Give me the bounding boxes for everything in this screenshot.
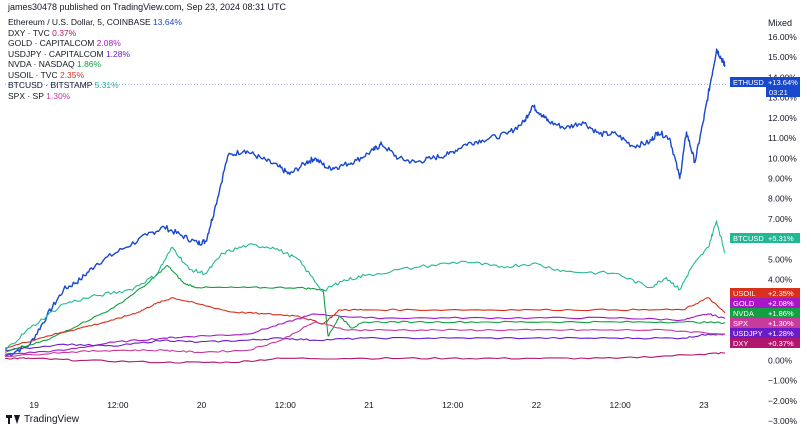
- price-tag-spx: SPX +1.30%: [730, 318, 800, 328]
- y-tick-label: 8.00%: [768, 194, 793, 204]
- price-tag-symbol: GOLD: [733, 299, 755, 308]
- series-line-usdjpy: [5, 333, 726, 351]
- series-line-nvda: [4, 264, 726, 353]
- y-tick-label: 9.00%: [768, 173, 793, 183]
- y-tick-label: 11.00%: [768, 133, 797, 143]
- legend: Ethereum / U.S. Dollar, 5, COINBASE 13.6…: [8, 17, 182, 101]
- y-tick-label: −3.00%: [768, 416, 798, 426]
- price-tag-symbol: USOIL: [733, 289, 756, 298]
- price-tag-symbol: BTCUSD: [733, 234, 764, 243]
- x-axis: 19 12:00 20 12:00 21 12:00 22 12:00 23: [29, 400, 708, 410]
- price-tag-symbol: SPX: [733, 319, 748, 328]
- legend-item-ethusd[interactable]: Ethereum / U.S. Dollar, 5, COINBASE 13.6…: [8, 17, 182, 28]
- series-line-btcusd: [4, 220, 726, 351]
- legend-symbol: BTCUSD · BITSTAMP: [8, 80, 93, 90]
- price-tag-usdjpy: USDJPY +1.28%: [730, 328, 800, 338]
- legend-symbol: GOLD · CAPITALCOM: [8, 38, 95, 48]
- x-tick-label: 12:00: [610, 400, 632, 410]
- legend-symbol: USDJPY · CAPITALCOM: [8, 48, 104, 59]
- series-line-ethusd: [4, 48, 726, 357]
- price-tag-value: +5.31%: [768, 234, 794, 243]
- legend-value: 1.28%: [105, 48, 131, 59]
- publisher-header: james30478 published on TradingView.com,…: [8, 2, 287, 12]
- x-tick-label: 19: [29, 400, 39, 410]
- legend-item-dxy[interactable]: DXY · TVC 0.37%: [8, 28, 182, 39]
- y-tick-label: 10.00%: [768, 153, 797, 163]
- legend-symbol: USOIL · TVC: [8, 69, 58, 80]
- legend-symbol: NVDA · NASDAQ: [8, 59, 75, 69]
- footer-brand: TradingView: [24, 414, 80, 425]
- y-tick-label: 12.00%: [768, 113, 797, 123]
- y-tick-label: 4.00%: [768, 275, 793, 285]
- x-tick-label: 12:00: [275, 400, 297, 410]
- legend-value: 13.64%: [153, 17, 182, 27]
- legend-item-spx[interactable]: SPX · SP 1.30%: [8, 91, 182, 102]
- series-layer: [4, 48, 728, 364]
- legend-item-gold[interactable]: GOLD · CAPITALCOM 2.08%: [8, 38, 182, 49]
- series-line-usoil: [4, 297, 726, 349]
- y-tick-label: 5.00%: [768, 254, 793, 264]
- y-tick-label: −2.00%: [768, 396, 798, 406]
- price-tag-usoil: USOIL +2.35%: [730, 288, 800, 298]
- legend-item-usdjpy[interactable]: USDJPY · CAPITALCOM 1.28%: [8, 49, 182, 60]
- legend-value: 0.37%: [52, 27, 77, 38]
- price-tag-ethusd: ETHUSD +13.64%03:21: [730, 77, 800, 97]
- legend-symbol: DXY · TVC: [8, 27, 50, 38]
- price-tag-value: +2.08%: [768, 299, 794, 308]
- legend-item-usoil[interactable]: USOIL · TVC 2.35%: [8, 70, 182, 81]
- price-tag-value: +1.86%: [768, 309, 794, 318]
- legend-value: 2.35%: [59, 69, 85, 80]
- series-line-spx: [4, 321, 726, 358]
- x-tick-label: 12:00: [107, 400, 129, 410]
- legend-item-nvda[interactable]: NVDA · NASDAQ 1.86%: [8, 59, 182, 70]
- x-tick-label: 20: [197, 400, 207, 410]
- price-tag-symbol: ETHUSD: [733, 78, 764, 87]
- legend-symbol: SPX · SP: [8, 90, 44, 101]
- price-tag-nvda: NVDA +1.86%: [730, 308, 800, 318]
- price-tags: ETHUSD +13.64%03:21 DXY +0.37% GOLD +2.08% USD…: [730, 77, 800, 348]
- series-line-dxy: [4, 351, 726, 364]
- legend-value: 1.86%: [76, 59, 102, 69]
- y-tick-label: 15.00%: [768, 52, 797, 62]
- price-tag-value: +13.64%: [768, 78, 798, 87]
- legend-item-btcusd[interactable]: BTCUSD · BITSTAMP 5.31%: [8, 80, 182, 91]
- legend-symbol: Ethereum / U.S. Dollar, 5, COINBASE: [8, 17, 151, 27]
- y-tick-label: 7.00%: [768, 214, 793, 224]
- tradingview-logo-icon: [6, 415, 20, 424]
- price-tag-value: +1.30%: [768, 319, 794, 328]
- y-tick-label: −1.00%: [768, 376, 798, 386]
- price-tag-gold: GOLD +2.08%: [730, 298, 800, 308]
- legend-value: 1.30%: [46, 90, 71, 101]
- footer: TradingView: [6, 414, 79, 425]
- price-tag-value: +2.35%: [768, 289, 794, 298]
- y-tick-label: 0.00%: [768, 355, 793, 365]
- scale-mode-label[interactable]: Mixed: [768, 18, 793, 28]
- price-tag-dxy: DXY +0.37%: [730, 338, 800, 348]
- price-tag-symbol: NVDA: [733, 309, 754, 318]
- y-tick-label: 13.00%: [768, 93, 797, 103]
- price-tag-value: +0.37%: [768, 339, 794, 348]
- legend-value: 5.31%: [94, 80, 119, 90]
- x-tick-label: 21: [364, 400, 374, 410]
- price-tag-symbol: USDJPY: [733, 329, 763, 338]
- price-tag-value: +1.28%: [768, 329, 794, 338]
- price-tag-symbol: DXY: [733, 339, 748, 348]
- price-tag-countdown: 03:21: [769, 88, 788, 97]
- x-tick-label: 22: [532, 400, 542, 410]
- y-tick-label: 16.00%: [768, 32, 797, 42]
- series-line-gold: [4, 313, 726, 355]
- legend-value: 2.08%: [96, 38, 121, 48]
- x-tick-label: 12:00: [442, 400, 464, 410]
- price-tag-btcusd: BTCUSD +5.31%: [730, 233, 800, 243]
- x-tick-label: 23: [699, 400, 709, 410]
